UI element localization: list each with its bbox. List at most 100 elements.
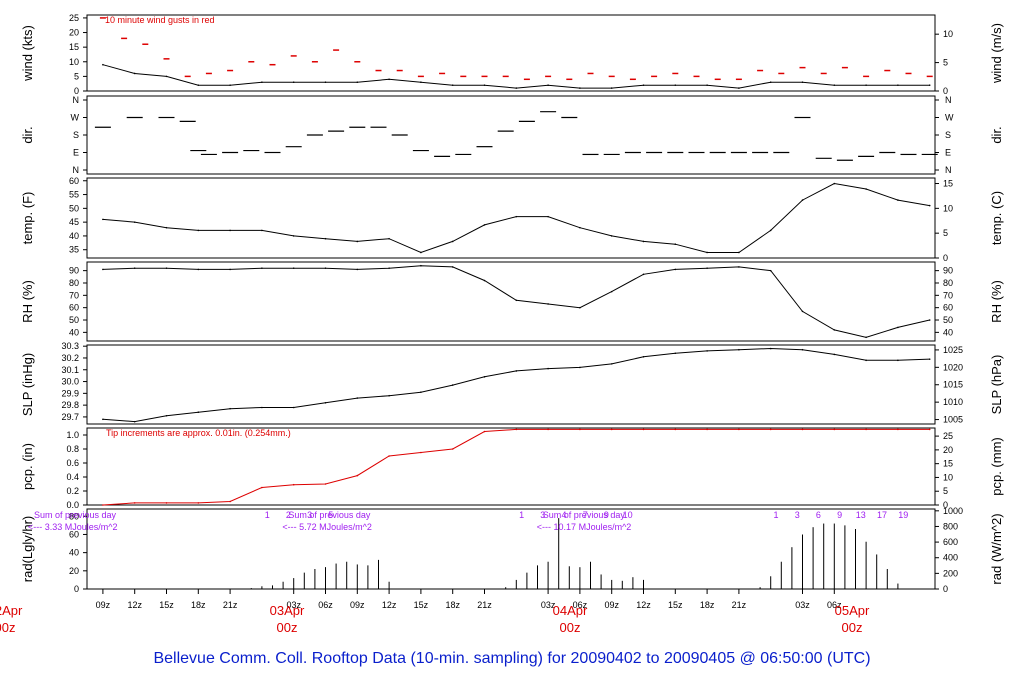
data-point-slp [801, 348, 804, 351]
ytick-right-label-pcp: 5 [943, 486, 948, 496]
data-point-wind [738, 87, 740, 89]
data-point-temp [356, 240, 359, 243]
data-point-temp [706, 251, 708, 254]
data-point-rh [388, 267, 390, 269]
rad-hour-label: 6 [816, 510, 821, 520]
series-line-wind [102, 64, 930, 89]
data-point-slp [897, 359, 899, 362]
data-point-pcp [229, 500, 231, 503]
data-point-temp [102, 218, 104, 221]
rad-hour-label: 1 [773, 510, 778, 520]
data-point-slp [515, 370, 518, 372]
data-point-temp [451, 240, 454, 243]
rad-hour-label: 17 [877, 510, 887, 520]
rad-sum-label: Sum of previous day [288, 510, 371, 520]
rad-hour-label: 19 [898, 510, 908, 520]
xtick-label: 06z [318, 600, 333, 610]
data-point-slp [547, 367, 549, 370]
ytick-label-rh: 90 [69, 266, 79, 276]
data-point-slp [865, 359, 867, 362]
ylabel-wind: wind (kts) [20, 25, 35, 82]
data-point-temp [292, 235, 295, 237]
data-point-slp [261, 406, 263, 409]
ytick-label-slp: 29.9 [61, 388, 79, 398]
data-point-slp [165, 414, 168, 417]
panel-frame-rad [86, 508, 936, 590]
data-point-temp [801, 199, 804, 201]
panel-frame-wind [86, 14, 936, 92]
ytick-label-wind: 5 [74, 71, 79, 81]
panel-frame-dir [86, 95, 936, 175]
data-point-slp [833, 353, 836, 356]
data-point-temp [897, 199, 899, 201]
rad-hour-label: 7 [583, 510, 588, 520]
data-point-wind [197, 84, 200, 86]
ytick-label-rad: 40 [69, 548, 79, 558]
data-point-pcp [897, 428, 899, 431]
annotation-wind: 10 minute wind gusts in red [105, 15, 215, 25]
ytick-right-label-dir: N [945, 165, 952, 175]
data-point-wind [610, 87, 613, 89]
data-point-rh [897, 326, 899, 329]
rad-sum-value: <--- 10.17 MJoules/m^2 [537, 522, 632, 532]
data-point-pcp [483, 430, 486, 433]
ytick-label-slp: 30.3 [61, 341, 79, 351]
ytick-label-slp: 30.2 [61, 353, 79, 363]
ytick-right-label-temp: 0 [943, 253, 948, 263]
data-point-pcp [261, 486, 263, 489]
ytick-label-slp: 29.8 [61, 400, 79, 410]
data-point-wind [261, 81, 263, 84]
data-point-pcp [388, 455, 390, 457]
data-point-wind [579, 87, 581, 89]
panel-frame-slp [86, 344, 936, 425]
data-point-pcp [610, 428, 613, 431]
ytick-right-label-dir: W [945, 113, 954, 123]
data-point-rh [261, 267, 263, 269]
data-point-wind [706, 84, 708, 86]
data-point-wind [229, 84, 231, 86]
data-point-temp [769, 229, 772, 232]
series-line-temp [102, 182, 930, 254]
data-point-rh [833, 329, 836, 331]
ytick-label-slp: 29.7 [61, 412, 79, 422]
ytick-right-label-slp: 1015 [943, 380, 963, 390]
data-point-pcp [769, 428, 772, 431]
ytick-right-label-pcp: 25 [943, 431, 953, 441]
xtick-label: 15z [159, 600, 174, 610]
data-point-rh [928, 319, 931, 321]
data-point-temp [738, 251, 740, 254]
ytick-right-label-rh: 70 [943, 290, 953, 300]
rad-hour-label: 3 [307, 510, 312, 520]
data-point-temp [928, 204, 931, 207]
panel-frame-rh [86, 261, 936, 342]
data-point-slp [133, 420, 136, 423]
xtick-label: 12z [127, 600, 142, 610]
day-label: 03Apr [270, 603, 305, 618]
ylabel-right-wind: wind (m/s) [989, 23, 1004, 84]
ytick-right-label-pcp: 15 [943, 459, 953, 469]
data-point-temp [579, 226, 581, 229]
ytick-label-rad: 0 [74, 584, 79, 594]
xtick-label: 03z [795, 600, 810, 610]
day-label-z: 00z [0, 620, 15, 635]
data-point-rh [674, 268, 677, 271]
ytick-label-slp: 30.1 [61, 365, 79, 375]
data-point-wind [102, 63, 104, 66]
data-point-rh [324, 267, 327, 269]
data-point-pcp [547, 428, 549, 431]
ytick-label-pcp: 0.0 [66, 500, 79, 510]
data-point-rh [515, 299, 518, 302]
data-point-wind [897, 84, 899, 86]
ytick-label-pcp: 0.4 [66, 472, 79, 482]
ytick-label-dir: N [73, 95, 80, 105]
data-point-temp [483, 224, 486, 226]
ylabel-right-temp: temp. (C) [989, 191, 1004, 245]
rad-hour-label: 13 [856, 510, 866, 520]
data-point-rh [483, 279, 486, 282]
data-point-pcp [928, 428, 931, 431]
ytick-right-label-pcp: 10 [943, 472, 953, 482]
ytick-right-label-slp: 1005 [943, 415, 963, 425]
data-point-wind [483, 84, 486, 86]
data-point-slp [102, 418, 104, 421]
day-label-z: 00z [277, 620, 298, 635]
